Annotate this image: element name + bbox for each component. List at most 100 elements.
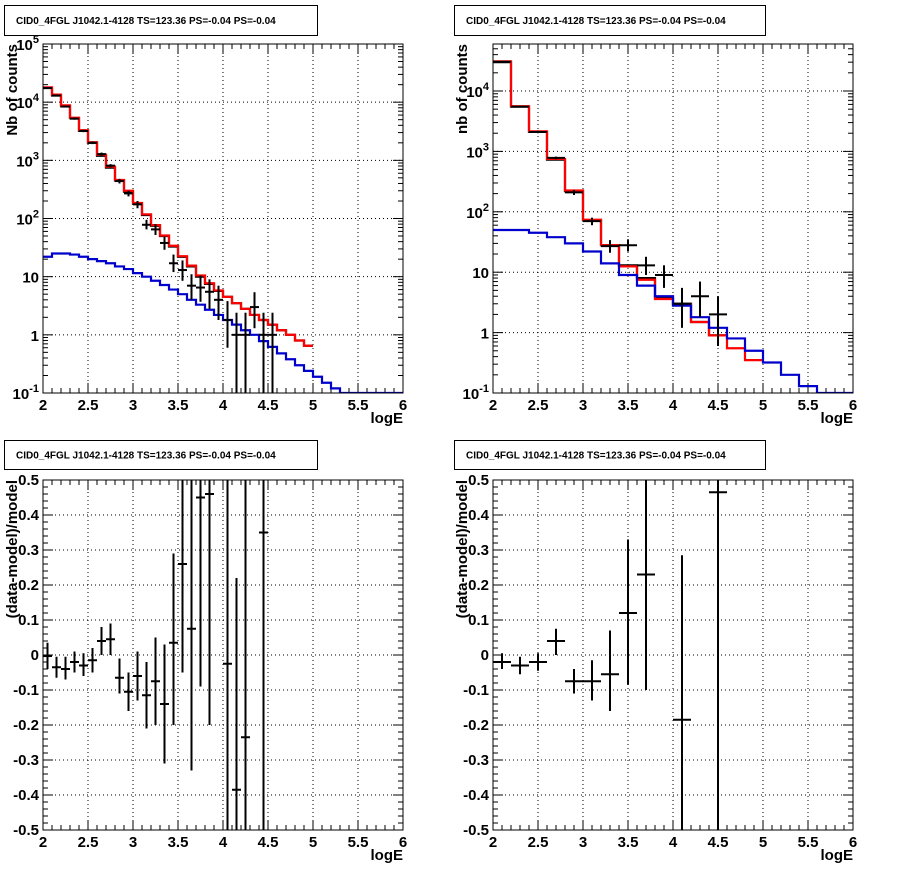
x-tick-label: 2.5 (528, 397, 549, 414)
data-point (196, 480, 205, 687)
x-tick-label: 2.5 (78, 397, 99, 414)
x-tick-label: 5 (759, 397, 767, 414)
x-axis-title: logE (371, 410, 404, 427)
x-tick-label: 3 (129, 834, 137, 851)
series-step-3 (493, 228, 853, 393)
y-tick-label: 0.5 (468, 472, 489, 489)
data-point (79, 653, 88, 676)
data-point (223, 301, 232, 348)
data-point (547, 628, 565, 655)
x-tick-label: 3 (579, 397, 587, 414)
data-point (223, 480, 232, 830)
data-point (61, 656, 70, 680)
y-tick-label: 1 (31, 328, 39, 345)
data-point (259, 480, 268, 830)
y-tick-label: -0.1 (13, 682, 39, 699)
ticks (42, 479, 404, 831)
data-point (43, 87, 52, 90)
data-point (259, 312, 268, 393)
data-point (187, 480, 196, 771)
y-tick-label: 0.1 (18, 612, 39, 629)
data-point (205, 480, 214, 725)
y-tick-label: -0.5 (13, 822, 39, 839)
data-point (43, 642, 52, 669)
data-area (43, 86, 403, 393)
title-box (4, 5, 318, 36)
data-point (97, 152, 106, 156)
series-step-3 (43, 252, 403, 393)
data-area (493, 480, 727, 830)
data-point (511, 105, 529, 108)
x-tick-label: 4 (669, 397, 678, 414)
data-point (232, 578, 241, 830)
y-tick-label: -0.1 (463, 682, 489, 699)
data-point (70, 117, 79, 120)
data-point (493, 60, 511, 63)
data-point (124, 190, 133, 197)
data-point (565, 189, 583, 195)
y-tick-label: -0.5 (463, 822, 489, 839)
y-tick-label: -0.3 (463, 752, 489, 769)
data-point (241, 312, 250, 393)
data-point (601, 630, 619, 711)
y-tick-label: 104 (16, 92, 40, 112)
grid (42, 43, 404, 394)
data-point (88, 141, 97, 145)
y-tick-label: 0.4 (18, 507, 40, 524)
x-tick-label: 3.5 (168, 397, 189, 414)
data-point (169, 254, 178, 273)
data-point (61, 105, 70, 108)
x-tick-label: 2 (39, 834, 47, 851)
data-point (619, 239, 637, 252)
plot-frame (42, 479, 404, 831)
data-point (178, 260, 187, 281)
chart-title: CID0_4FGL J1042.1-4128 TS=123.36 PS=-0.0… (466, 451, 726, 462)
x-tick-label: 6 (849, 397, 857, 414)
plot-frame (492, 479, 854, 831)
x-tick-label: 3.5 (618, 397, 639, 414)
x-tick-label: 6 (399, 397, 407, 414)
data-point (547, 156, 565, 160)
series-step-1 (493, 61, 727, 337)
series-step-2 (43, 86, 313, 347)
x-tick-label: 5.5 (798, 397, 819, 414)
x-tick-label: 4 (669, 834, 678, 851)
x-tick-label: 4.5 (708, 397, 729, 414)
data-point (511, 656, 529, 675)
x-tick-label: 4.5 (258, 397, 279, 414)
data-point (142, 662, 151, 729)
grid (42, 479, 404, 831)
y-tick-label: 103 (466, 141, 489, 161)
y-tick-label: 0.5 (18, 472, 39, 489)
chart-panel-2: CID0_4FGL J1042.1-4128 TS=123.36 PS=-0.0… (454, 5, 857, 427)
x-tick-label: 5.5 (348, 397, 369, 414)
y-axis-title: (data-model)/model (454, 480, 471, 618)
data-point (115, 658, 124, 694)
data-point (583, 660, 601, 701)
title-box (454, 5, 766, 36)
x-tick-label: 2 (489, 397, 497, 414)
y-tick-label: 10 (22, 270, 39, 287)
data-area (43, 480, 268, 830)
y-tick-label: 0.3 (18, 542, 39, 559)
y-tick-label: 0.2 (468, 577, 489, 594)
chart-panel-1: CID0_4FGL J1042.1-4128 TS=123.36 PS=-0.0… (4, 5, 407, 427)
y-tick-label: 0.1 (468, 612, 489, 629)
data-point (268, 312, 277, 393)
y-tick-label: 0.4 (468, 507, 490, 524)
x-tick-label: 3.5 (618, 834, 639, 851)
chart-title: CID0_4FGL J1042.1-4128 TS=123.36 PS=-0.0… (16, 16, 276, 27)
x-tick-label: 4 (219, 834, 228, 851)
data-point (133, 651, 142, 701)
data-point (529, 653, 547, 671)
data-point (655, 265, 673, 288)
chart-panel-3: CID0_4FGL J1042.1-4128 TS=123.36 PS=-0.0… (4, 440, 407, 864)
x-axis-title: logE (371, 847, 404, 864)
y-tick-label: 102 (466, 202, 489, 222)
data-point (637, 480, 655, 690)
y-tick-label: 104 (466, 81, 490, 101)
y-tick-label: 1 (481, 326, 489, 343)
y-tick-label: -0.4 (13, 787, 40, 804)
y-tick-label: 10 (472, 265, 489, 282)
